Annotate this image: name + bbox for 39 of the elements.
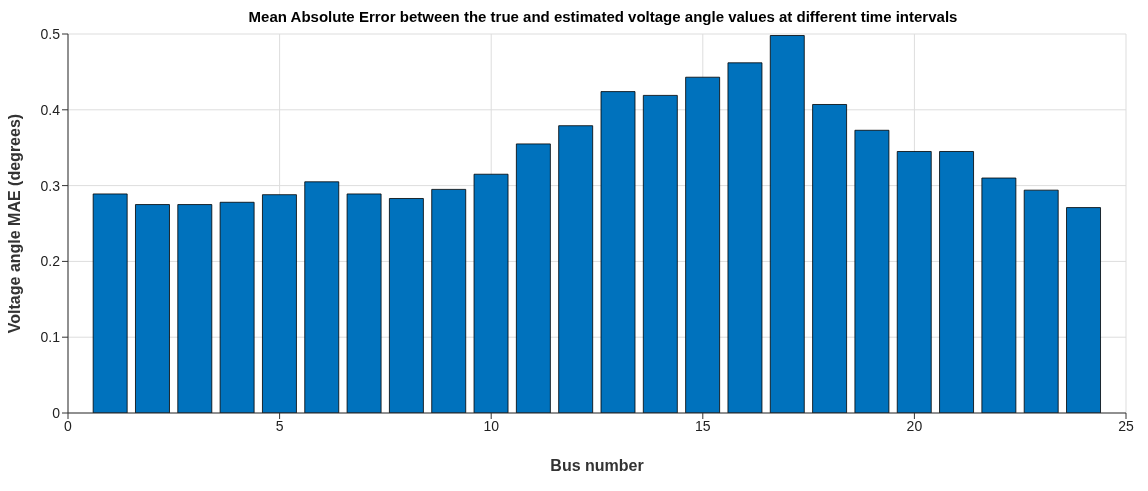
x-tick-label: 15	[695, 417, 711, 434]
x-axis-title: Bus number	[550, 457, 644, 474]
bar	[1023, 189, 1059, 413]
bar	[854, 129, 890, 413]
x-tick-label: 20	[906, 417, 923, 434]
y-tick-label: 0.5	[40, 25, 61, 42]
bar	[685, 76, 721, 413]
y-tick-label: 0.3	[40, 177, 61, 194]
bar	[896, 151, 932, 413]
bar	[642, 95, 678, 413]
y-tick-label: 0.2	[40, 253, 61, 270]
bar	[219, 201, 255, 413]
y-tick-label: 0	[52, 404, 61, 421]
bar	[304, 181, 340, 413]
bar	[769, 35, 805, 413]
bar	[431, 188, 467, 413]
y-tick-label: 0.1	[40, 329, 61, 346]
bar	[262, 194, 297, 413]
chart-title: Mean Absolute Error between the true and estimated voltage angle values at different time intervals	[248, 8, 958, 25]
bar	[389, 198, 424, 413]
y-axis-title: Voltage angle MAE (degrees)	[5, 113, 23, 334]
bar	[346, 193, 382, 413]
bar	[558, 125, 594, 413]
bar	[515, 143, 551, 413]
bar	[600, 91, 636, 413]
x-tick-label: 10	[483, 417, 500, 434]
bar	[939, 151, 974, 413]
bar	[981, 177, 1017, 413]
bar	[92, 193, 128, 413]
bar	[135, 204, 170, 413]
x-tick-label: 5	[275, 417, 284, 434]
bar	[1066, 207, 1101, 413]
y-tick-label: 0.4	[40, 101, 61, 118]
x-tick-label: 0	[64, 417, 73, 434]
bar	[727, 62, 763, 413]
x-tick-label: 25	[1118, 417, 1134, 434]
bar	[177, 204, 213, 413]
bar	[812, 104, 847, 413]
bar	[473, 173, 509, 413]
